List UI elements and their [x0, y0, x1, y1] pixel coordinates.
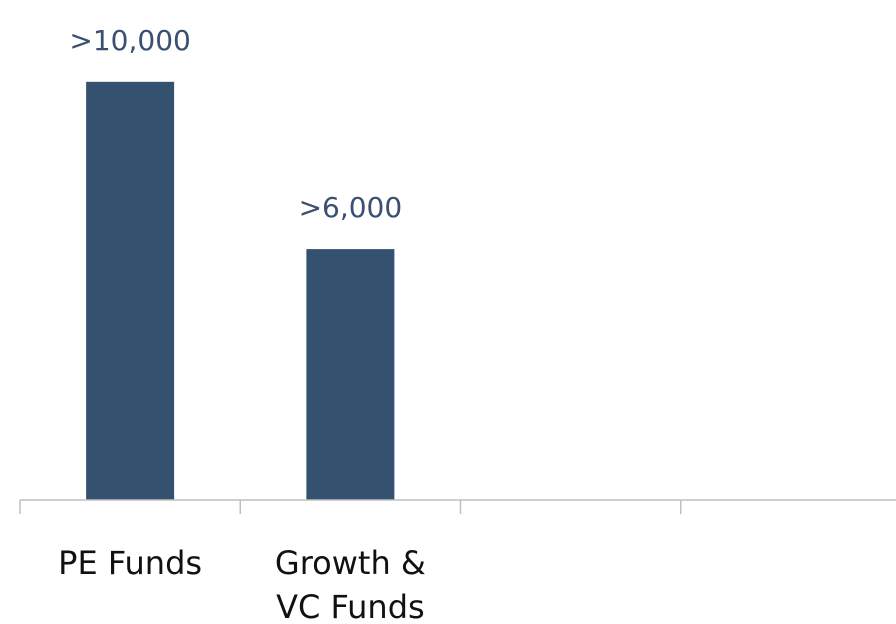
bar-value-label: >6,000	[299, 191, 403, 224]
bar	[306, 249, 395, 500]
bar-value-label: >10,000	[69, 24, 190, 57]
x-axis-ticks	[19, 500, 682, 514]
bar	[86, 81, 175, 501]
bars-layer	[86, 81, 395, 501]
category-label: PE Funds	[58, 544, 202, 582]
data-labels-layer: >10,000 >6,000	[69, 24, 402, 224]
category-label-line: Growth &	[275, 544, 426, 582]
category-label-line: VC Funds	[276, 588, 425, 624]
category-labels-layer: PE Funds Growth & VC Funds	[58, 544, 426, 624]
category-label: Growth & VC Funds	[275, 544, 426, 624]
category-label-line: PE Funds	[58, 544, 202, 582]
